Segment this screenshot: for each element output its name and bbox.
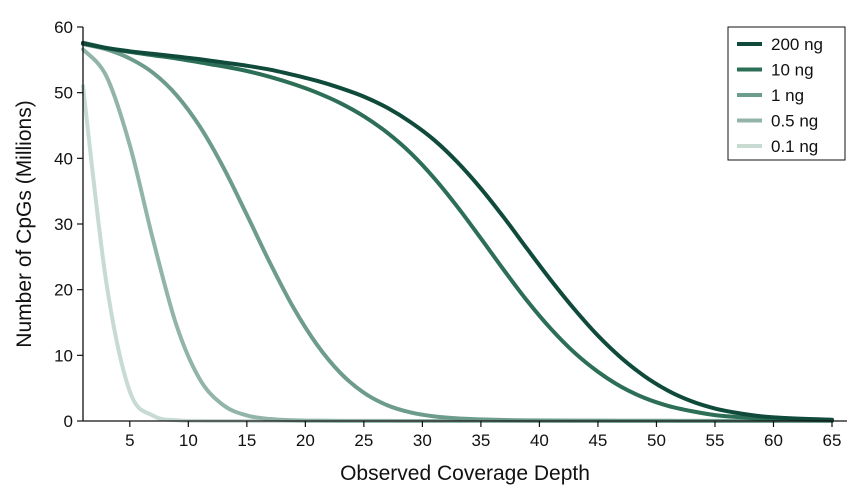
legend-label: 200 ng <box>771 35 823 54</box>
y-tick-label: 0 <box>64 412 73 431</box>
series-line-10-ng <box>81 40 834 423</box>
x-tick-label: 30 <box>413 431 432 450</box>
legend-label: 1 ng <box>771 86 804 105</box>
ticks-layer: 5 10 15 20 25 30 35 40 45 50 55 60 65 0 10 20 30 40 50 60 <box>54 18 841 450</box>
legend-label: 10 ng <box>771 61 814 80</box>
x-tick-label: 45 <box>588 431 607 450</box>
x-tick-label: 25 <box>354 431 373 450</box>
legend-label: 0.5 ng <box>771 112 818 131</box>
series-line-0-5-ng <box>81 47 834 424</box>
x-tick-label: 10 <box>179 431 198 450</box>
y-tick-label: 50 <box>54 84 73 103</box>
x-tick-label: 15 <box>237 431 256 450</box>
x-tick-label: 35 <box>471 431 490 450</box>
x-tick-label: 50 <box>647 431 666 450</box>
x-tick-label: 40 <box>530 431 549 450</box>
y-tick-label: 10 <box>54 346 73 365</box>
y-tick-label: 30 <box>54 215 73 234</box>
x-tick-label: 65 <box>823 431 842 450</box>
y-tick-label: 60 <box>54 18 73 37</box>
x-tick-label: 20 <box>296 431 315 450</box>
y-tick-label: 40 <box>54 149 73 168</box>
y-tick-label: 20 <box>54 281 73 300</box>
series-line-1-ng <box>81 42 834 423</box>
x-tick-label: 5 <box>125 431 134 450</box>
series-line-200-ng <box>81 41 834 422</box>
series-layer <box>81 40 834 424</box>
x-tick-label: 55 <box>706 431 725 450</box>
x-axis-title: Observed Coverage Depth <box>340 462 590 485</box>
x-tick-label: 60 <box>764 431 783 450</box>
legend: 200 ng 10 ng 1 ng 0.5 ng 0.1 ng <box>727 26 846 161</box>
y-axis-title: Number of CpGs (Millions) <box>13 100 36 347</box>
legend-label: 0.1 ng <box>771 137 818 156</box>
